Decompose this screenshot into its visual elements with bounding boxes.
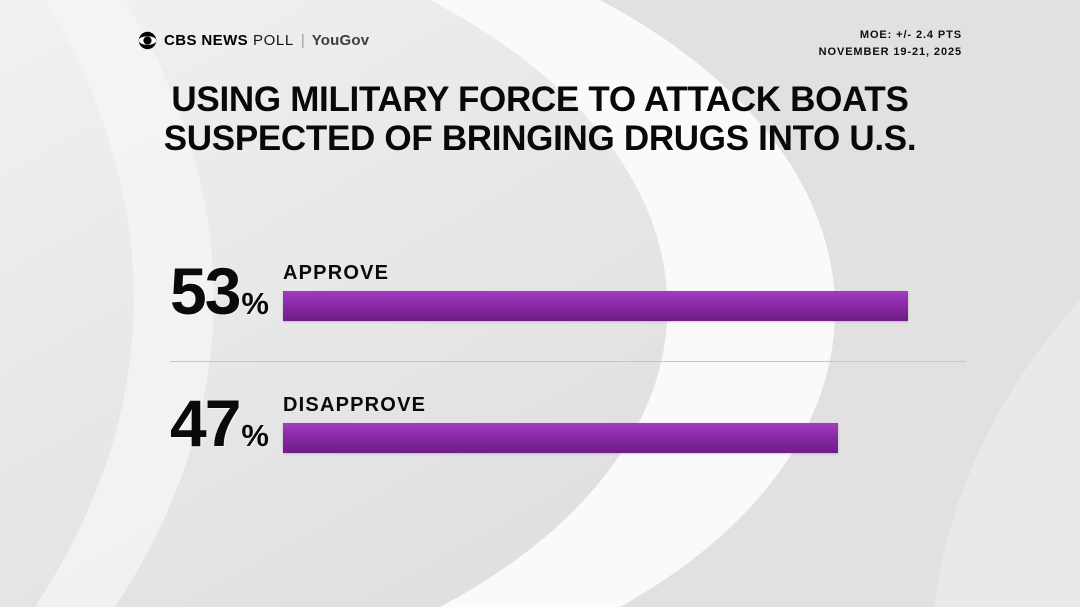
poll-meta: MOE: +/- 2.4 PTS NOVEMBER 19-21, 2025 <box>819 27 962 61</box>
disapprove-percent: 47 % <box>170 390 269 456</box>
disapprove-percent-value: 47 <box>170 386 241 460</box>
approve-label: APPROVE <box>283 262 390 284</box>
field-dates: NOVEMBER 19-21, 2025 <box>818 46 962 59</box>
approve-bar <box>283 291 909 321</box>
chart-title-line2: SUSPECTED OF BRINGING DRUGS INTO U.S. <box>163 119 917 159</box>
brand-separator: | <box>300 32 305 49</box>
row-divider <box>170 361 966 362</box>
header-brand: CBS NEWS POLL | YouGov <box>138 31 369 50</box>
brand-cbs-news: CBS NEWS <box>164 32 249 49</box>
disapprove-percent-unit: % <box>241 418 269 453</box>
approve-percent: 53 % <box>170 258 269 324</box>
cbs-eye-icon <box>138 31 157 50</box>
chart-title: USING MILITARY FORCE TO ATTACK BOATS SUS… <box>0 80 1080 158</box>
bar-row-approve: 53 % APPROVE <box>170 258 970 388</box>
disapprove-bar <box>283 423 838 453</box>
chart-title-line1: USING MILITARY FORCE TO ATTACK BOATS <box>171 80 909 119</box>
margin-of-error: MOE: +/- 2.4 PTS <box>859 29 962 41</box>
approve-percent-value: 53 <box>170 254 241 328</box>
brand-poll: POLL <box>253 32 294 49</box>
disapprove-label: DISAPPROVE <box>283 394 427 416</box>
approve-percent-unit: % <box>241 286 269 321</box>
brand-yougov: YouGov <box>311 32 370 49</box>
bar-row-disapprove: 47 % DISAPPROVE <box>170 390 970 520</box>
